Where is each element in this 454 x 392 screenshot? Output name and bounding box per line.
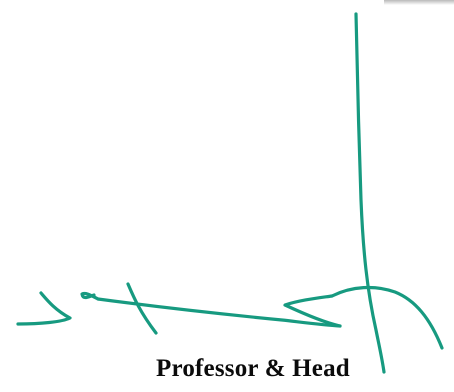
designation-title: Professor & Head [156, 355, 350, 382]
signature-first-zigzag [16, 291, 72, 326]
scan-edge-shadow [384, 0, 454, 5]
signature-cross-stroke [126, 282, 158, 335]
signature-second-zigzag [283, 294, 342, 328]
signature-strokes [16, 12, 444, 374]
signature-end-arc [330, 285, 444, 350]
signature-vertical-stroke [354, 12, 386, 374]
signature-loop [80, 291, 100, 301]
